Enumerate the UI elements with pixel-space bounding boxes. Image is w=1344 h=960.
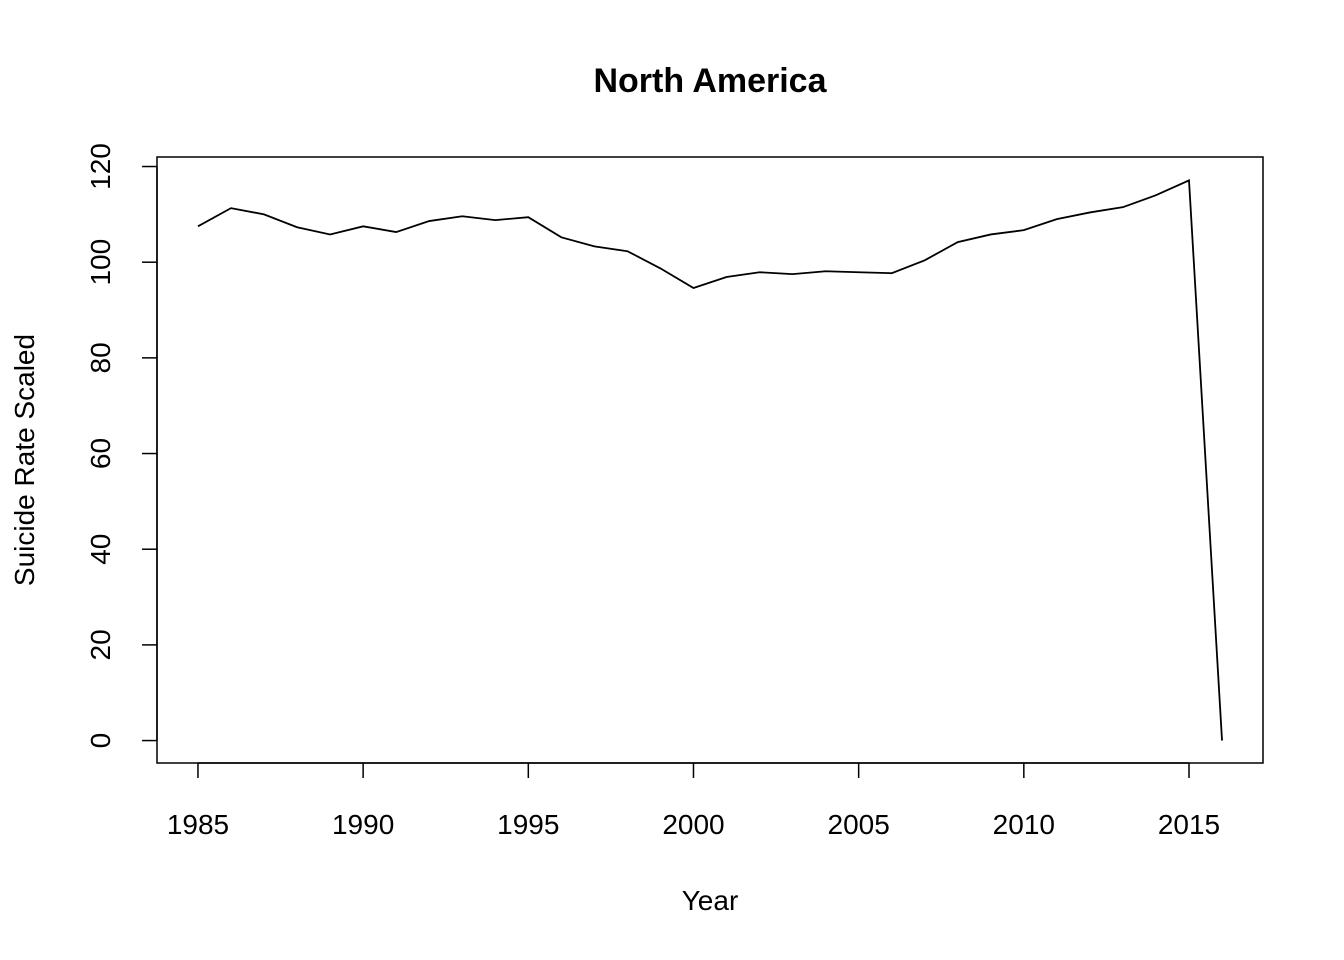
x-tick-label: 1985	[167, 809, 229, 840]
x-tick-label: 2005	[828, 809, 890, 840]
y-tick-label: 40	[85, 534, 116, 565]
y-tick-label: 80	[85, 342, 116, 373]
chart-title: North America	[593, 62, 827, 100]
x-tick-label: 1990	[332, 809, 394, 840]
y-tick-label: 0	[85, 733, 116, 749]
y-tick-label: 100	[85, 239, 116, 286]
y-tick-label: 20	[85, 629, 116, 660]
y-axis-label: Suicide Rate Scaled	[9, 334, 40, 586]
x-axis-label: Year	[682, 885, 739, 916]
plot-box	[156, 156, 1264, 764]
x-tick-label: 1995	[497, 809, 559, 840]
x-tick-label: 2000	[662, 809, 724, 840]
x-tick-label: 2015	[1158, 809, 1220, 840]
x-tick-label: 2010	[993, 809, 1055, 840]
line	[197, 179, 1223, 741]
y-tick-label: 120	[85, 143, 116, 190]
y-tick-label: 60	[85, 438, 116, 469]
